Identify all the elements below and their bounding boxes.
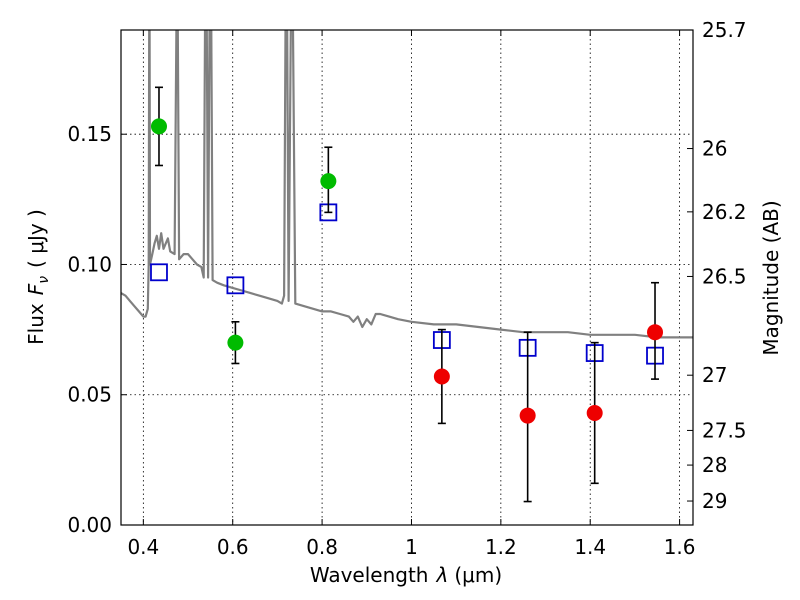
y2-tick-label: 28 xyxy=(702,453,727,477)
y2-axis-label: Magnitude (AB) xyxy=(759,200,783,355)
y2-tick-label: 29 xyxy=(702,489,727,513)
y-tick-label: 0.00 xyxy=(67,513,112,537)
x-tick-label: 0.4 xyxy=(127,535,159,559)
observed-nir-point xyxy=(519,407,536,424)
y-tick-label: 0.05 xyxy=(67,383,112,407)
observed-nir-point xyxy=(647,324,664,341)
y-axis-label: FluxFν( μJy ) xyxy=(24,209,52,345)
observed-nir-point xyxy=(433,368,450,385)
plot-frame xyxy=(120,29,694,526)
model-square-marker xyxy=(150,263,168,282)
x-tick-label: 0.6 xyxy=(217,535,249,559)
x-tick-label: 1.4 xyxy=(574,535,606,559)
spectrum-line xyxy=(121,30,693,339)
y2-tick-label: 26 xyxy=(702,137,727,161)
x-tick-label: 1.2 xyxy=(485,535,517,559)
y2-tick-label: 26.2 xyxy=(702,200,747,224)
y2-tick-label: 26.5 xyxy=(702,264,747,288)
axes: 0.4 0.6 0.8 1 1.2 1.4 1.6 0.00 0.05 0.10 0.15 25.7 2… xyxy=(67,18,746,559)
x-axis-label: Wavelength λ (μm) xyxy=(310,563,502,587)
y-tick-label: 0.15 xyxy=(67,122,112,146)
y2-tick-label: 27 xyxy=(702,363,727,387)
x-tick-label: 1 xyxy=(405,535,418,559)
model-square-marker xyxy=(226,276,245,295)
x-tick-label: 0.8 xyxy=(306,535,338,559)
observed-optical-point xyxy=(150,118,167,135)
y2-tick-label: 27.5 xyxy=(702,418,747,442)
data-layer xyxy=(121,30,693,339)
marker-layer xyxy=(150,86,664,503)
y-tick-label: 0.10 xyxy=(67,252,112,276)
y2-tick-label: 25.7 xyxy=(702,18,747,42)
observed-optical-point xyxy=(227,334,244,351)
observed-nir-point xyxy=(586,404,603,421)
observed-optical-point xyxy=(320,173,337,190)
x-tick-label: 1.6 xyxy=(664,535,696,559)
